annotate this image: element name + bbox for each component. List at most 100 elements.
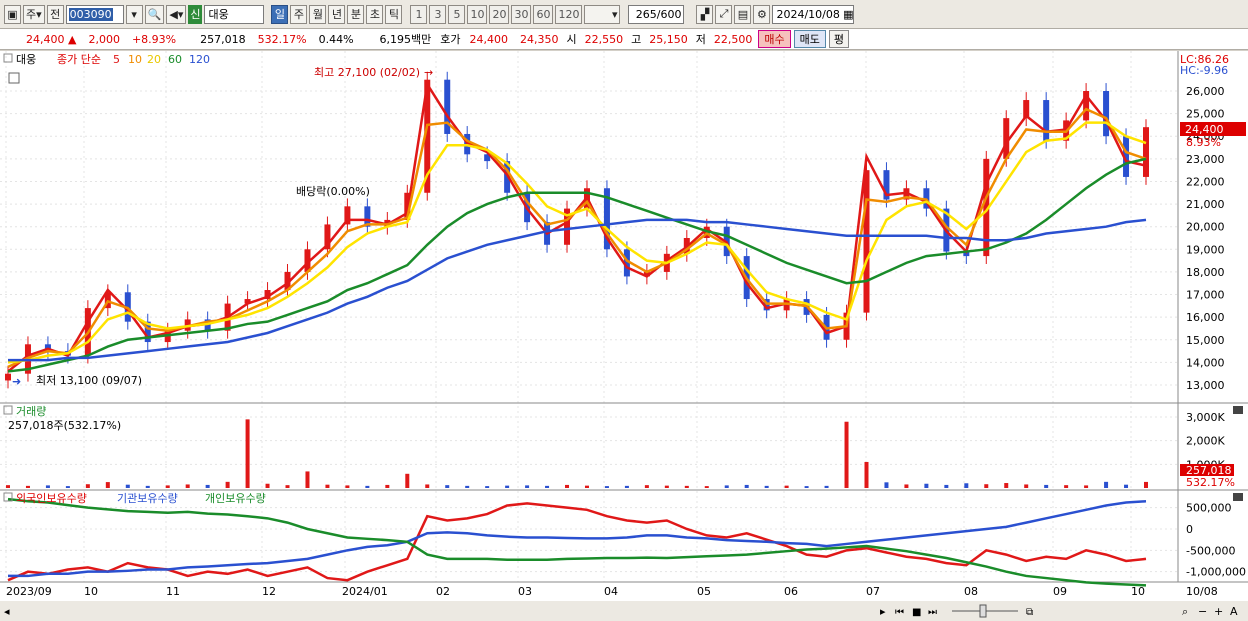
interval-button[interactable]: 30 bbox=[511, 4, 532, 24]
volume-bar bbox=[1084, 485, 1089, 488]
layout-icon[interactable]: ▣ bbox=[4, 4, 21, 24]
x-tick-label: 11 bbox=[166, 585, 180, 598]
low-note: 최저 13,100 (09/07) bbox=[36, 374, 142, 387]
interval-button[interactable]: 1 bbox=[410, 4, 428, 24]
x-tick-label: 08 bbox=[964, 585, 978, 598]
lc-label: LC:86.26 bbox=[1180, 53, 1229, 66]
interval-button[interactable]: 3 bbox=[429, 4, 447, 24]
x-tick-label: 09 bbox=[1053, 585, 1067, 598]
volume-panel-close-icon[interactable] bbox=[1233, 406, 1243, 414]
volume-bar bbox=[944, 484, 949, 488]
draw-tool-icon[interactable]: ⤢ bbox=[715, 4, 733, 24]
interval-button[interactable]: 60 bbox=[533, 4, 554, 24]
chart-scrollbar[interactable] bbox=[0, 601, 1248, 621]
tab-period-day[interactable]: 일 bbox=[271, 4, 289, 24]
volume-bar bbox=[405, 473, 410, 488]
volume-bar bbox=[884, 482, 889, 488]
zoom-slider-handle[interactable] bbox=[979, 604, 987, 618]
legend-institution: 기관보유수량 bbox=[117, 492, 178, 505]
indicator-icon[interactable]: ▞ bbox=[696, 4, 714, 24]
period-type-select[interactable]: 주 ▾ bbox=[23, 4, 45, 24]
search-icon[interactable]: 🔍 bbox=[144, 4, 165, 24]
interval-custom-select[interactable]: ▾ bbox=[584, 4, 621, 24]
high-arrow-icon: → bbox=[424, 66, 433, 79]
high-value: 25,150 bbox=[649, 32, 688, 46]
holding-panel-menu-icon[interactable] bbox=[3, 492, 13, 502]
x-tick-label: 06 bbox=[784, 585, 798, 598]
zoom-search-icon[interactable]: ⌕ bbox=[1182, 605, 1188, 618]
volume-bar bbox=[964, 483, 969, 488]
zoom-out-icon[interactable]: − bbox=[1198, 605, 1207, 618]
volume-bar bbox=[525, 485, 530, 488]
y-tick-label: -1,000,000 bbox=[1186, 566, 1246, 579]
save-icon[interactable]: ▤ bbox=[734, 4, 752, 24]
panel-menu-icon[interactable] bbox=[3, 53, 13, 63]
candle-body bbox=[963, 251, 970, 257]
bar-count-input[interactable]: 265/600 bbox=[628, 4, 685, 24]
bar-count-value: 265 bbox=[635, 7, 657, 21]
calendar-icon[interactable]: ▦ bbox=[843, 7, 854, 21]
candle-body bbox=[264, 290, 271, 300]
stop-icon[interactable]: ■ bbox=[912, 607, 921, 618]
sin-badge: 신 bbox=[188, 4, 203, 24]
volume-badge-text: 257,018 bbox=[1186, 464, 1232, 477]
stock-code-value: 003090 bbox=[68, 7, 113, 21]
interval-button[interactable]: 10 bbox=[467, 4, 488, 24]
gear-icon[interactable]: ⚙ bbox=[753, 4, 771, 24]
volume-panel-menu-icon[interactable] bbox=[3, 405, 13, 415]
tab-period-minute[interactable]: 분 bbox=[347, 4, 365, 24]
candle-body bbox=[424, 79, 431, 193]
volume: 257,018 bbox=[200, 32, 246, 46]
volume-bar bbox=[1144, 481, 1148, 488]
scroll-right-icon[interactable]: ▸ bbox=[880, 605, 886, 618]
date-input[interactable]: 2024/10/08 ▦ bbox=[772, 4, 855, 24]
tab-period-month[interactable]: 월 bbox=[309, 4, 327, 24]
volume-bar bbox=[1064, 485, 1069, 488]
candle-body bbox=[1083, 91, 1090, 121]
buy-button[interactable]: 매수 bbox=[758, 30, 791, 48]
volume-bar bbox=[764, 485, 769, 488]
code-dropdown-icon[interactable]: ▾ bbox=[125, 4, 143, 24]
volume-bar bbox=[1044, 484, 1049, 488]
stock-chart[interactable]: 26,00025,00024,00023,00022,00021,00020,0… bbox=[0, 51, 1248, 621]
candle-body bbox=[324, 224, 331, 250]
y-tick-label: 14,000 bbox=[1186, 356, 1225, 369]
zoom-in-icon[interactable]: + bbox=[1214, 605, 1223, 618]
x-tick-label: 03 bbox=[518, 585, 532, 598]
last-page-icon[interactable]: ⏭ bbox=[928, 607, 937, 618]
tab-period-week[interactable]: 주 bbox=[290, 4, 308, 24]
sell-button[interactable]: 매도 bbox=[793, 30, 826, 48]
x-tick-label: 12 bbox=[262, 585, 276, 598]
prev-button[interactable]: 전 bbox=[46, 4, 64, 24]
y-tick-label: 26,000 bbox=[1186, 85, 1225, 98]
tab-period-year[interactable]: 년 bbox=[328, 4, 346, 24]
x-tick-label: 07 bbox=[866, 585, 880, 598]
grid-toggle-icon[interactable] bbox=[8, 72, 20, 84]
interval-button[interactable]: 120 bbox=[555, 4, 583, 24]
volume-bar bbox=[1004, 483, 1009, 488]
price-change: 2,000 bbox=[88, 32, 120, 46]
font-size-icon[interactable]: A bbox=[1230, 605, 1238, 618]
tab-period-second[interactable]: 초 bbox=[366, 4, 384, 24]
volume-bar bbox=[664, 485, 669, 488]
first-page-icon[interactable]: ⏮ bbox=[895, 607, 904, 618]
stock-code-input[interactable]: 003090 bbox=[65, 4, 124, 24]
candle-body bbox=[1003, 118, 1010, 159]
holding-panel-close-icon[interactable] bbox=[1233, 493, 1243, 501]
x-tick-label: 10 bbox=[1131, 585, 1145, 598]
volume-panel-title: 거래량 bbox=[16, 405, 46, 418]
sound-icon[interactable]: ◀▾ bbox=[166, 4, 187, 24]
y-tick-label: 0 bbox=[1186, 523, 1193, 536]
stock-name-field[interactable]: 대웅 bbox=[204, 4, 265, 24]
interval-button[interactable]: 20 bbox=[489, 4, 510, 24]
scroll-left-icon[interactable]: ◂ bbox=[4, 605, 10, 618]
y-tick-label: 22,000 bbox=[1186, 175, 1225, 188]
tab-period-tick[interactable]: 틱 bbox=[385, 4, 403, 24]
chart-toolbar: ▣ 주 ▾ 전 003090 ▾ 🔍 ◀▾ 신 대웅 일 주 월 년 분 초 틱 … bbox=[0, 0, 1248, 29]
interval-button[interactable]: 5 bbox=[448, 4, 466, 24]
low-value: 22,500 bbox=[713, 32, 753, 46]
y-tick-label: 3,000K bbox=[1186, 411, 1225, 424]
pyeong-button[interactable]: 평 bbox=[828, 30, 850, 48]
copy-icon[interactable]: ⧉ bbox=[1026, 607, 1033, 618]
volume-bar bbox=[844, 421, 849, 488]
